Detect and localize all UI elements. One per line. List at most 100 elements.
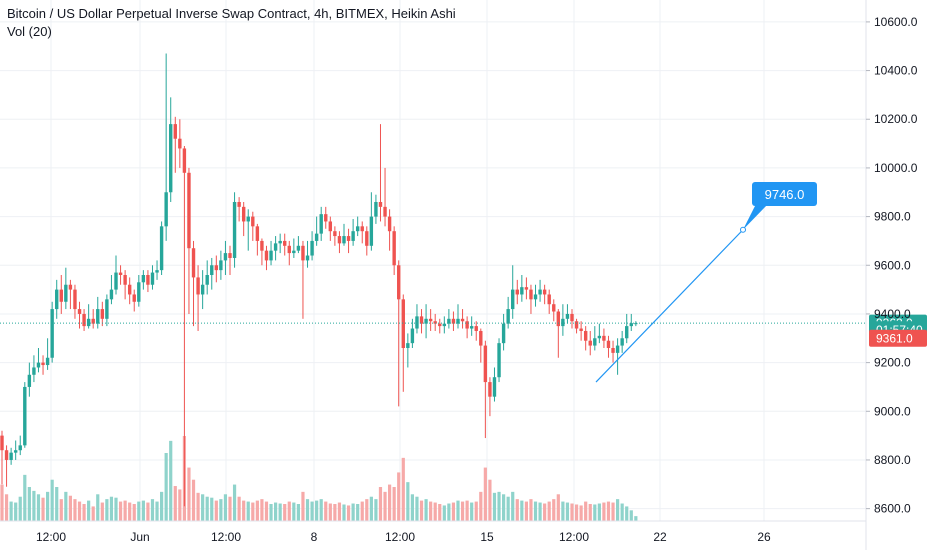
- y-tick-label: 10600.0: [874, 15, 918, 29]
- candle: [392, 226, 396, 275]
- candle: [634, 321, 638, 327]
- volume-bar: [4, 494, 9, 521]
- candle-body: [333, 231, 337, 237]
- candle-body: [255, 226, 260, 241]
- volume-bar: [87, 500, 91, 521]
- volume-bar: [255, 500, 259, 521]
- candle-body: [406, 343, 410, 349]
- candle-body: [374, 201, 378, 217]
- volume-bar: [438, 504, 442, 521]
- volume-bar: [196, 492, 200, 521]
- candle: [109, 275, 114, 305]
- candle-body: [469, 326, 474, 329]
- candle-body: [155, 270, 159, 273]
- candle: [501, 313, 506, 351]
- volume-bar: [292, 502, 296, 521]
- volume-bar: [392, 487, 396, 521]
- volume-bar: [146, 502, 150, 521]
- candle-body: [27, 374, 32, 387]
- candle-body: [629, 323, 633, 327]
- candle: [305, 240, 310, 268]
- candle: [342, 223, 346, 246]
- candle-body: [556, 311, 561, 327]
- chart-legend: Bitcoin / US Dollar Perpetual Inverse Sw…: [7, 5, 456, 41]
- volume-bar: [625, 506, 629, 521]
- candle-body: [141, 275, 146, 283]
- volume-bar: [36, 494, 41, 521]
- volume-bar: [187, 467, 191, 521]
- volume-bar: [46, 491, 50, 521]
- candle: [314, 216, 319, 246]
- y-tick-label: 9200.0: [874, 356, 911, 370]
- candle-body: [4, 450, 9, 460]
- candle: [524, 277, 529, 300]
- candle: [456, 304, 460, 329]
- candle: [45, 338, 50, 370]
- price-axis: 10600.0 10400.0 10200.0 10000.0 9800.0 9600.0…: [866, 15, 918, 516]
- price-axis-background[interactable]: [866, 0, 932, 550]
- candle-body: [214, 265, 219, 271]
- grid: [0, 0, 866, 521]
- volume-bar: [520, 500, 524, 521]
- volume-bar: [356, 504, 360, 521]
- volume-bar: [419, 500, 424, 521]
- volume-bar: [492, 492, 497, 521]
- candle-body: [378, 201, 383, 207]
- candle-body: [292, 250, 296, 254]
- candle-body: [506, 309, 510, 324]
- candle: [214, 255, 219, 283]
- candle: [200, 270, 205, 310]
- candle-body: [337, 236, 342, 244]
- candle-body: [200, 284, 205, 295]
- volume-bar: [429, 501, 433, 521]
- trend-line-annotation[interactable]: 9746.0: [595, 182, 817, 383]
- x-tick-label: 12:00: [385, 530, 415, 544]
- volume-bar: [543, 503, 547, 521]
- candle: [460, 309, 465, 329]
- volume-bar: [474, 501, 478, 521]
- candle-body: [150, 272, 155, 285]
- candle-body: [13, 450, 18, 453]
- volume-bar: [616, 499, 620, 521]
- candle-body: [625, 326, 629, 339]
- candle: [77, 301, 82, 329]
- candle-body: [59, 289, 63, 302]
- candle-body: [524, 287, 529, 290]
- candle-body: [383, 206, 387, 217]
- candle-body: [433, 321, 437, 324]
- volume-bar: [164, 453, 168, 521]
- candle-body: [310, 240, 314, 256]
- volume-bar: [274, 502, 278, 521]
- candle: [164, 53, 168, 241]
- volume-bar: [27, 487, 31, 521]
- y-tick-label: 10000.0: [874, 161, 918, 175]
- candle: [474, 321, 478, 341]
- volume-bar: [210, 497, 214, 521]
- candle-body: [64, 284, 68, 302]
- volume-bar: [456, 500, 460, 521]
- volume-bar: [593, 504, 597, 521]
- candle-body: [210, 265, 214, 275]
- candle: [32, 355, 36, 383]
- annotation-box[interactable]: [752, 182, 817, 206]
- candle: [18, 435, 22, 456]
- volume-bar: [470, 502, 474, 521]
- candle: [570, 309, 574, 329]
- volume-bar: [242, 500, 246, 521]
- candle-body: [36, 362, 41, 368]
- volume-bar: [141, 500, 145, 521]
- volume-bar: [533, 501, 538, 521]
- volume-bar: [32, 490, 36, 521]
- candle: [205, 260, 209, 295]
- volume-bar: [502, 494, 506, 521]
- trend-line[interactable]: [595, 229, 744, 383]
- candle: [506, 296, 510, 329]
- candle: [520, 275, 524, 302]
- candle-body: [606, 340, 611, 349]
- candle-body: [561, 318, 565, 327]
- candle-body: [169, 124, 173, 193]
- x-tick-label: 8: [311, 530, 318, 544]
- candle: [232, 192, 237, 268]
- candle-body: [611, 348, 615, 353]
